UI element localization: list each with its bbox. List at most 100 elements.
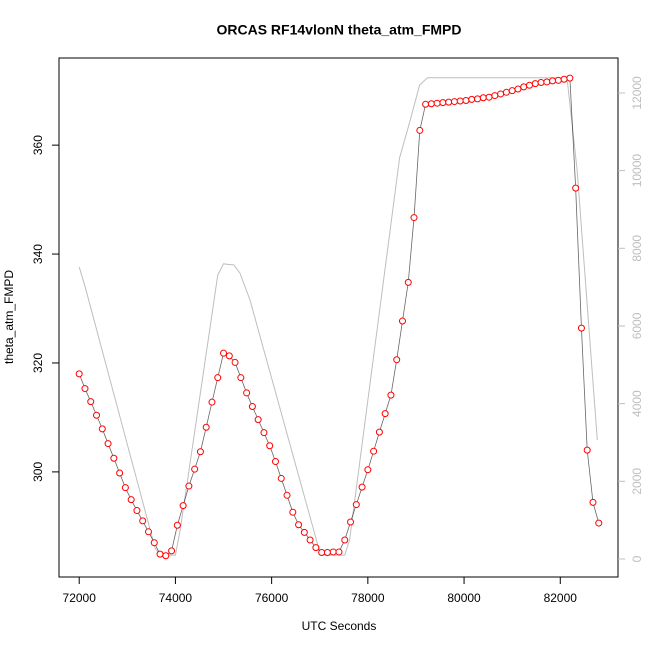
y-tick-label: 300 bbox=[31, 462, 45, 482]
data-point bbox=[93, 411, 101, 419]
x-tick-label: 78000 bbox=[351, 591, 385, 605]
data-point bbox=[162, 552, 170, 560]
data-point bbox=[156, 550, 164, 558]
data-point bbox=[300, 528, 308, 536]
data-point bbox=[479, 94, 487, 102]
data-point bbox=[254, 416, 262, 424]
data-point bbox=[525, 81, 533, 89]
data-point bbox=[173, 521, 181, 529]
data-point bbox=[410, 214, 418, 222]
data-point bbox=[98, 425, 106, 433]
data-point bbox=[358, 483, 366, 491]
data-point bbox=[398, 317, 406, 325]
data-point bbox=[87, 398, 95, 406]
data-point bbox=[577, 324, 585, 332]
data-point bbox=[554, 76, 562, 84]
data-point bbox=[185, 482, 193, 490]
data-point bbox=[150, 539, 158, 547]
data-point bbox=[427, 100, 435, 108]
x-tick-label: 74000 bbox=[159, 591, 193, 605]
data-point bbox=[248, 403, 256, 411]
y-axis-label: theta_atm_FMPD bbox=[2, 270, 16, 364]
data-point bbox=[583, 446, 591, 454]
data-point bbox=[289, 508, 297, 516]
data-point bbox=[485, 93, 493, 101]
data-point bbox=[121, 484, 129, 492]
data-point bbox=[450, 98, 458, 106]
data-point bbox=[364, 466, 372, 474]
data-point bbox=[243, 389, 251, 397]
data-point bbox=[139, 517, 147, 525]
x-tick-label: 72000 bbox=[63, 591, 97, 605]
data-point bbox=[531, 80, 539, 88]
y2-tick-label: 4000 bbox=[630, 390, 644, 417]
y2-tick-label: 10000 bbox=[630, 154, 644, 188]
data-point bbox=[144, 528, 152, 536]
data-point bbox=[566, 74, 574, 82]
data-point bbox=[116, 469, 124, 477]
data-point bbox=[387, 391, 395, 399]
x-tick-label: 80000 bbox=[447, 591, 481, 605]
data-point bbox=[335, 548, 343, 556]
data-point bbox=[127, 496, 135, 504]
data-point bbox=[110, 454, 118, 462]
data-point bbox=[341, 536, 349, 544]
data-point bbox=[168, 547, 176, 555]
data-point bbox=[329, 548, 337, 556]
data-point bbox=[491, 92, 499, 100]
y-tick-label: 320 bbox=[31, 353, 45, 373]
data-point bbox=[352, 501, 360, 509]
plot-frame bbox=[58, 57, 619, 578]
data-point bbox=[231, 358, 239, 366]
data-point bbox=[404, 278, 412, 286]
data-point bbox=[225, 352, 233, 360]
data-point bbox=[295, 521, 303, 529]
x-tick-label: 76000 bbox=[255, 591, 289, 605]
data-point bbox=[81, 385, 89, 393]
data-point bbox=[439, 99, 447, 107]
data-point bbox=[508, 87, 516, 95]
data-point bbox=[271, 458, 279, 466]
data-point bbox=[445, 98, 453, 106]
data-point bbox=[416, 126, 424, 134]
data-point bbox=[543, 78, 551, 86]
data-point bbox=[589, 498, 597, 506]
y-tick-label: 360 bbox=[31, 135, 45, 155]
data-point bbox=[306, 536, 314, 544]
data-point bbox=[474, 95, 482, 103]
x-axis-label: UTC Seconds bbox=[302, 619, 377, 633]
data-point bbox=[323, 548, 331, 556]
data-point bbox=[318, 548, 326, 556]
data-point bbox=[196, 448, 204, 456]
y2-tick-label: 12000 bbox=[630, 76, 644, 110]
data-point bbox=[393, 356, 401, 364]
data-point bbox=[560, 75, 568, 83]
y2-tick-label: 0 bbox=[630, 555, 644, 562]
data-point bbox=[202, 423, 210, 431]
data-point bbox=[497, 90, 505, 98]
data-point bbox=[347, 518, 355, 526]
data-point bbox=[514, 85, 522, 93]
data-point bbox=[468, 95, 476, 103]
data-point bbox=[104, 440, 112, 448]
data-point bbox=[191, 465, 199, 473]
data-point bbox=[456, 97, 464, 105]
data-point bbox=[179, 502, 187, 510]
data-point bbox=[520, 83, 528, 91]
y-tick-label: 340 bbox=[31, 244, 45, 264]
data-point bbox=[277, 474, 285, 482]
data-point bbox=[237, 374, 245, 382]
data-point bbox=[549, 77, 557, 85]
data-point bbox=[537, 79, 545, 87]
data-point bbox=[283, 491, 291, 499]
data-point bbox=[422, 100, 430, 108]
data-point bbox=[433, 99, 441, 107]
data-point bbox=[462, 96, 470, 104]
data-point bbox=[214, 374, 222, 382]
data-point bbox=[375, 428, 383, 436]
data-point bbox=[266, 442, 274, 450]
data-point bbox=[502, 88, 510, 96]
chart-title: ORCAS RF14vlonN theta_atm_FMPD bbox=[216, 22, 461, 38]
x-tick-label: 82000 bbox=[544, 591, 578, 605]
